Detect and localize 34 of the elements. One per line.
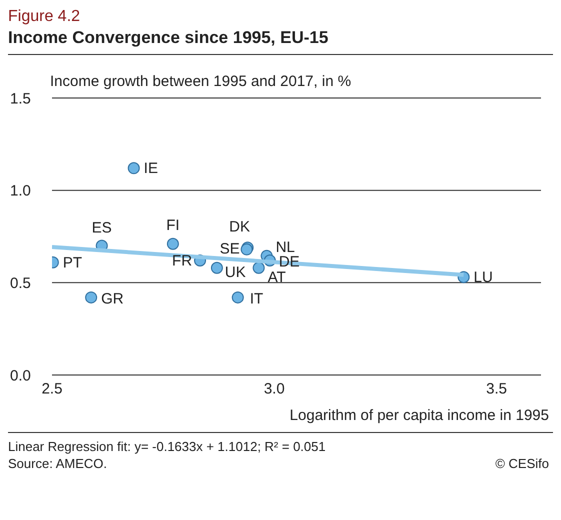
annotation: NL bbox=[276, 238, 295, 256]
annotation: AT bbox=[268, 268, 286, 286]
x-axis-title: Logarithm of per capita income in 1995 bbox=[288, 407, 550, 424]
y-tick-label: 1.5 bbox=[10, 90, 31, 108]
y-tick-label: 0.5 bbox=[10, 274, 31, 292]
x-tick-label: 2.5 bbox=[42, 380, 62, 398]
point bbox=[128, 162, 140, 174]
annotation: FR bbox=[172, 252, 192, 270]
point bbox=[85, 291, 98, 304]
y-axis-title: Income growth between 1995 and 2017, in % bbox=[50, 73, 352, 90]
y-tick-label: 1.0 bbox=[10, 182, 31, 200]
source-note: Source: AMECO. bbox=[8, 456, 107, 471]
annotation: IT bbox=[250, 290, 264, 308]
annotation: UK bbox=[224, 264, 246, 281]
x-tick-label: 3.0 bbox=[264, 380, 285, 398]
chart-title: Income Convergence since 1995, EU-15 bbox=[8, 28, 553, 55]
text: Linear Regression fit: y= -0.1633x + 1.1012; R² = 0.051 bbox=[8, 439, 327, 454]
annotation: SE bbox=[220, 240, 240, 258]
x-tick-label: 3.5 bbox=[486, 380, 507, 398]
annotation: ES bbox=[92, 220, 112, 237]
point bbox=[232, 291, 244, 304]
chart-subtitle: Figure 4.2 bbox=[8, 8, 82, 26]
annotation: LU bbox=[474, 269, 493, 286]
annotation: FI bbox=[166, 216, 180, 234]
point bbox=[252, 262, 265, 274]
annotation: GR bbox=[101, 290, 124, 308]
annotation: DK bbox=[229, 218, 250, 236]
text: © CESifo bbox=[495, 456, 549, 471]
point bbox=[210, 262, 223, 274]
point bbox=[166, 238, 179, 250]
y-tick-label: 0.0 bbox=[10, 367, 31, 384]
annotation: DE bbox=[278, 254, 300, 271]
annotation: PT bbox=[62, 254, 82, 272]
annotation: IE bbox=[144, 160, 158, 178]
